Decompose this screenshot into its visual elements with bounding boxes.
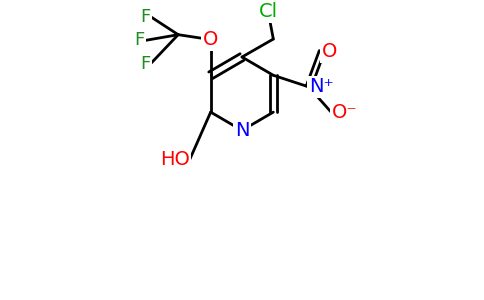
Text: F: F (140, 55, 151, 73)
Text: Cl: Cl (258, 2, 278, 21)
Text: HO: HO (160, 150, 190, 169)
Text: N⁺: N⁺ (309, 77, 333, 96)
Text: O: O (203, 30, 218, 49)
Text: F: F (140, 8, 151, 26)
Text: F: F (135, 32, 145, 50)
Text: O⁻: O⁻ (332, 103, 358, 122)
Text: N: N (235, 121, 249, 140)
Text: O: O (322, 42, 337, 61)
